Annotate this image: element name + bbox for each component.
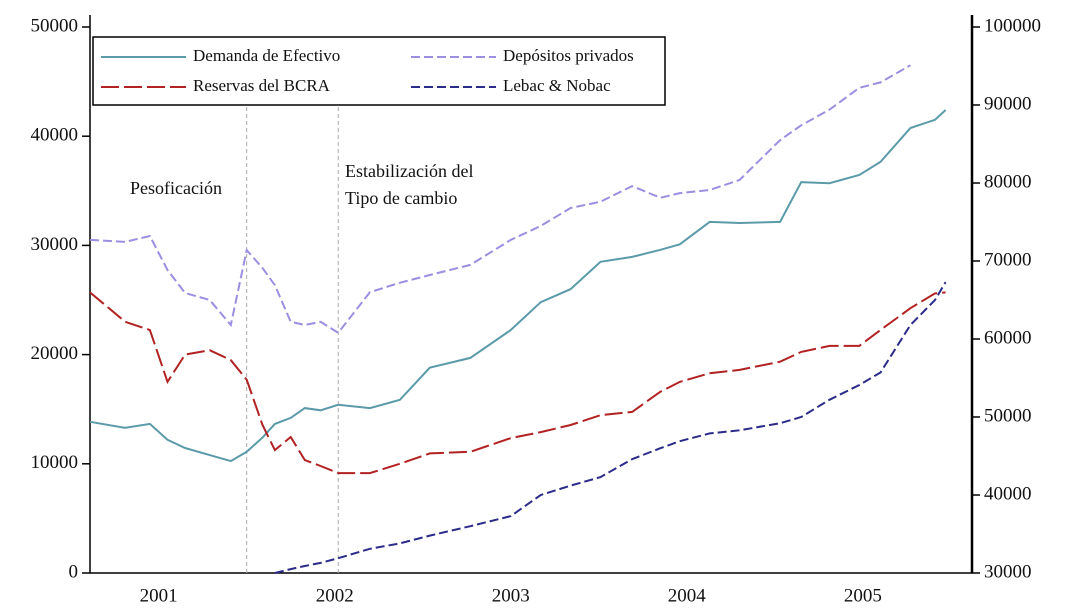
series-line bbox=[89, 109, 947, 463]
legend-box bbox=[92, 36, 666, 106]
y-tick-label: 20000 bbox=[31, 343, 79, 364]
y2-tick-label: 40000 bbox=[984, 483, 1032, 504]
y2-tick-label: 90000 bbox=[984, 93, 1032, 114]
legend: Demanda de Efectivo Depósitos privados Res… bbox=[92, 36, 666, 106]
legend-label: Lebac & Nobac bbox=[503, 76, 611, 95]
x-tick-label: 2001 bbox=[140, 585, 178, 606]
y-tick-label: 10000 bbox=[31, 452, 79, 473]
y-tick-label: 0 bbox=[69, 561, 79, 582]
legend-label: Reservas del BCRA bbox=[193, 76, 331, 95]
y2-tick-label: 70000 bbox=[984, 249, 1032, 270]
legend-label: Demanda de Efectivo bbox=[193, 46, 340, 65]
x-tick-label: 2005 bbox=[844, 585, 882, 606]
y-tick-label: 40000 bbox=[31, 125, 79, 146]
annotation: Tipo de cambio bbox=[345, 188, 457, 208]
annotation: Estabilización del bbox=[345, 161, 473, 181]
x-tick-label: 2004 bbox=[668, 585, 707, 606]
x-tick-label: 2002 bbox=[316, 585, 354, 606]
series-line bbox=[274, 281, 947, 574]
y-tick-label: 30000 bbox=[31, 234, 79, 255]
legend-label: Depósitos privados bbox=[503, 46, 634, 65]
y2-tick-label: 100000 bbox=[984, 15, 1041, 36]
x-tick-label: 2003 bbox=[492, 585, 530, 606]
series-line bbox=[89, 291, 946, 475]
y2-tick-label: 80000 bbox=[984, 171, 1032, 192]
y2-tick-label: 50000 bbox=[984, 405, 1032, 426]
series-line bbox=[89, 64, 911, 335]
y2-tick-label: 60000 bbox=[984, 327, 1032, 348]
annotation: Pesoficación bbox=[130, 178, 222, 198]
y2-tick-label: 30000 bbox=[984, 561, 1032, 582]
y-tick-label: 50000 bbox=[31, 15, 79, 36]
